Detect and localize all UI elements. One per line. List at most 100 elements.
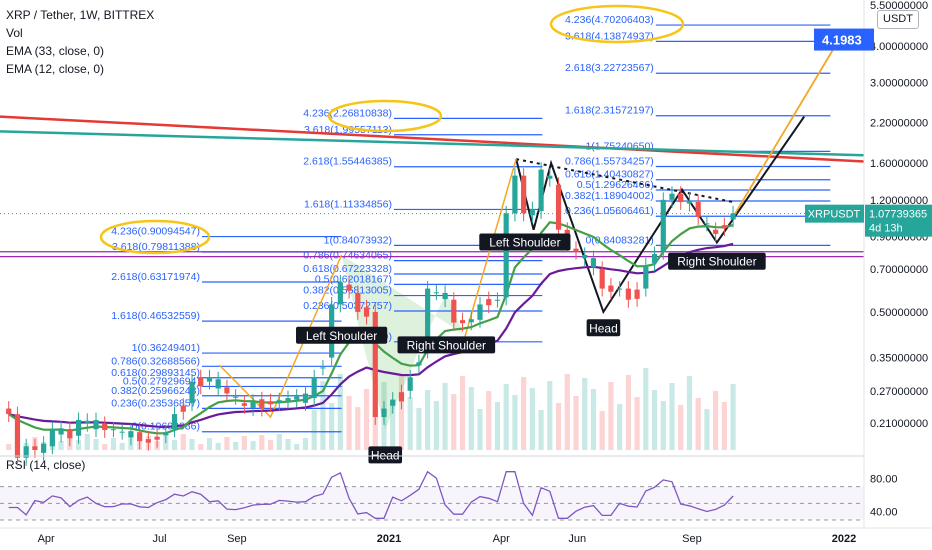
candle-body bbox=[390, 399, 396, 406]
volume-bar bbox=[398, 375, 405, 450]
candle-body bbox=[634, 289, 640, 299]
pattern-label-box bbox=[668, 252, 766, 270]
ema33-label: EMA (33, close, 0) bbox=[6, 44, 105, 58]
volume-bar bbox=[84, 434, 90, 450]
volume-bar bbox=[215, 443, 221, 450]
candle-body bbox=[110, 429, 117, 431]
volume-bar bbox=[241, 436, 247, 450]
candle-body bbox=[372, 311, 378, 417]
price-tick-label: 0.70000000 bbox=[870, 264, 928, 276]
candle-body bbox=[407, 377, 413, 391]
pattern-label: Right Shoulder bbox=[407, 338, 486, 352]
candle-body bbox=[398, 392, 405, 402]
candle-body bbox=[49, 429, 55, 447]
price-tick-label: 1.60000000 bbox=[870, 158, 928, 170]
fib-level-label: 0.382(1.18904002) bbox=[565, 190, 654, 202]
ema33-line bbox=[8, 242, 734, 429]
volume-bar bbox=[407, 397, 413, 450]
teal-trendline bbox=[0, 130, 865, 157]
volume-bar bbox=[660, 401, 666, 450]
volume-bar bbox=[512, 395, 518, 450]
rsi-pane: 80.00 40.00 bbox=[0, 455, 898, 521]
volume-bar bbox=[573, 396, 579, 450]
target-tag-box bbox=[814, 28, 874, 51]
volume-bar bbox=[206, 438, 213, 450]
candle-body bbox=[206, 377, 213, 382]
volume-bar bbox=[233, 442, 239, 450]
fib-level-label: 0.5(0.27929694) bbox=[123, 375, 200, 387]
volume-bar bbox=[564, 374, 570, 450]
price-tick-label: 0.27000000 bbox=[870, 386, 928, 398]
fib-level-label: 0.236(1.05606461) bbox=[565, 205, 654, 217]
volume-bar bbox=[521, 377, 527, 450]
candle-body bbox=[529, 209, 535, 216]
price-tag-box bbox=[865, 204, 932, 237]
candle-body bbox=[425, 288, 431, 351]
volume-bar bbox=[224, 437, 230, 450]
currency-button[interactable]: USDT bbox=[877, 10, 919, 29]
volume-bar bbox=[547, 381, 553, 450]
candle-body bbox=[137, 432, 143, 442]
candle-body bbox=[128, 431, 134, 438]
candle-body bbox=[547, 175, 553, 179]
candle-body bbox=[14, 414, 21, 458]
highlight-ellipse bbox=[549, 4, 685, 44]
candle-body bbox=[433, 292, 439, 294]
candle-body bbox=[32, 446, 38, 450]
volume-bar bbox=[730, 384, 736, 450]
volume-bar bbox=[189, 439, 195, 450]
fib-level-label: 3.618(0.79811388) bbox=[112, 241, 200, 253]
fib-level-label: 1(0.84073932) bbox=[324, 234, 392, 246]
fib-level-label: 1.618(1.11334856) bbox=[304, 198, 392, 210]
highlight-ellipse bbox=[99, 219, 211, 255]
volume-bar bbox=[678, 405, 684, 450]
fib-level-label: 0.236(0.23536857) bbox=[111, 397, 200, 409]
candle-body bbox=[180, 405, 186, 412]
fib-level-label: 1.618(2.31572197) bbox=[565, 105, 654, 117]
highlight-ellipse bbox=[327, 99, 443, 133]
candle-body bbox=[486, 299, 492, 306]
fib-level-label: 2.618(3.22723567) bbox=[565, 62, 654, 74]
candle-body bbox=[643, 265, 649, 289]
volume-bar bbox=[486, 391, 492, 450]
price-tick-label: 1.20000000 bbox=[870, 195, 928, 207]
candle-body bbox=[721, 225, 727, 229]
candle-body bbox=[459, 320, 466, 324]
candle-body bbox=[512, 175, 518, 214]
candle-body bbox=[686, 200, 693, 204]
volume-bar bbox=[259, 435, 265, 450]
symbol-tag-box bbox=[805, 204, 864, 223]
target-tag: 4.1983 bbox=[822, 33, 862, 48]
candle-body bbox=[67, 429, 73, 439]
candle-body bbox=[267, 401, 274, 405]
volume-bar bbox=[93, 439, 99, 450]
volume-bar bbox=[538, 410, 544, 450]
volume-bar bbox=[320, 381, 326, 450]
volume-bars bbox=[6, 368, 736, 450]
volume-bar bbox=[180, 434, 186, 450]
price-tick-label: 3.00000000 bbox=[870, 78, 928, 90]
volume-bar bbox=[337, 374, 343, 450]
price-tick-label: 2.20000000 bbox=[870, 117, 928, 129]
trend-lines bbox=[0, 39, 865, 419]
volume-bar bbox=[704, 409, 710, 450]
volume-bar bbox=[442, 383, 448, 450]
candle-body bbox=[704, 223, 710, 225]
fib-level-label: 0.786(0.74634065) bbox=[303, 250, 392, 262]
candle-body bbox=[119, 431, 125, 433]
candle-body bbox=[416, 362, 422, 366]
volume-bar bbox=[119, 443, 125, 450]
pattern-label: Right Shoulder bbox=[677, 255, 756, 269]
candle-body bbox=[555, 184, 562, 230]
candle-body bbox=[171, 414, 178, 430]
candle-body bbox=[337, 282, 343, 305]
candle-body bbox=[145, 439, 151, 443]
candle-body bbox=[617, 288, 623, 290]
orange-projection-line bbox=[732, 39, 840, 218]
volume-bar bbox=[110, 438, 117, 450]
candle-body bbox=[503, 213, 509, 298]
volume-bar bbox=[582, 378, 588, 450]
candle-body bbox=[215, 379, 221, 389]
